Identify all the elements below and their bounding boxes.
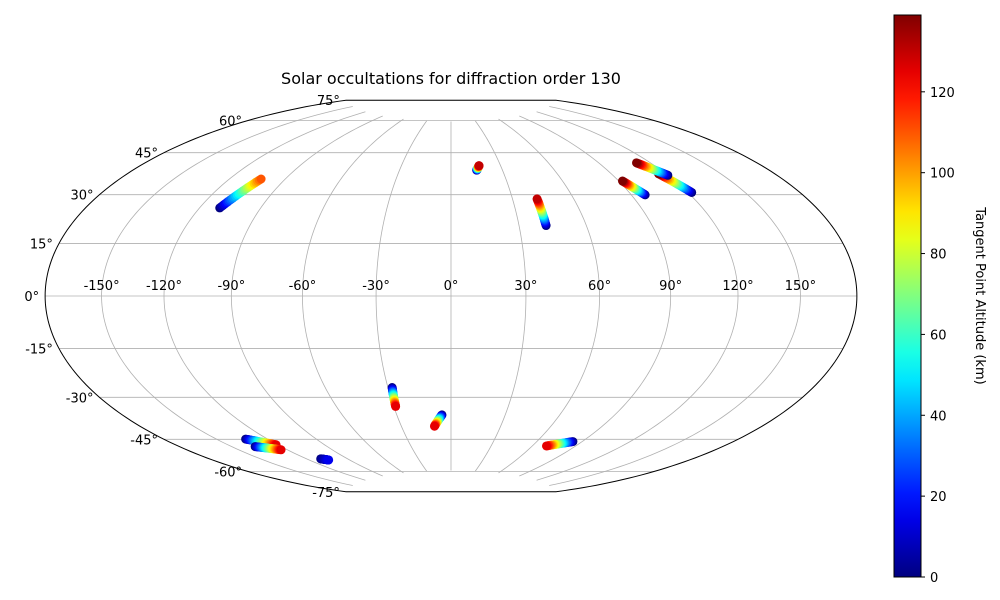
- longitude-tick-label: 60°: [588, 279, 611, 294]
- latitude-tick-label: 45°: [135, 147, 158, 162]
- latitude-tick-labels: 75° 60° 45° 30° 15° 0° -15° -30° -45° -60° -75°: [24, 94, 340, 501]
- colorbar-tick-label: 100: [930, 167, 955, 182]
- colorbar-tick-label: 120: [930, 86, 955, 101]
- latitude-tick-label: -45°: [130, 433, 158, 448]
- occultation-point: [532, 194, 542, 204]
- colorbar-label: Tangent Point Altitude (km): [972, 206, 987, 384]
- latitude-tick-label: 75°: [317, 94, 340, 109]
- colorbar-tick-label: 60: [930, 328, 947, 343]
- latitude-tick-label: -15°: [25, 342, 53, 357]
- latitude-tick-label: -30°: [66, 391, 94, 406]
- colorbar-tick-label: 0: [930, 571, 938, 586]
- chart-title: Solar occultations for diffraction order…: [281, 69, 621, 88]
- graticule: [45, 99, 857, 493]
- longitude-tick-label: 0°: [444, 279, 459, 294]
- occultation-point: [474, 161, 484, 171]
- occultation-point: [541, 441, 551, 451]
- latitude-tick-label: 60°: [219, 114, 242, 129]
- latitude-tick-label: 30°: [70, 189, 93, 204]
- longitude-tick-labels: -150° -120° -90° -60° -30° 0° 30° 60° 90° 120° 150…: [84, 279, 817, 294]
- longitude-tick-label: 120°: [722, 279, 753, 294]
- longitude-tick-label: -60°: [289, 279, 317, 294]
- colorbar-ticks: 0 20 40 60 80 100 120: [921, 86, 955, 586]
- longitude-tick-label: -90°: [217, 279, 245, 294]
- colorbar-tick-label: 40: [930, 409, 947, 424]
- latitude-tick-label: 0°: [24, 290, 39, 305]
- occultation-point: [618, 176, 627, 186]
- occultation-points: [215, 158, 697, 465]
- colorbar: [893, 14, 922, 578]
- longitude-tick-label: 90°: [659, 279, 682, 294]
- colorbar-tick-label: 80: [930, 248, 947, 263]
- occultation-point: [391, 401, 401, 411]
- map-frame: [44, 99, 858, 493]
- longitude-tick-label: 30°: [514, 279, 537, 294]
- longitude-tick-label: -150°: [84, 279, 120, 294]
- occultation-point: [276, 445, 286, 455]
- latitude-tick-label: 15°: [30, 238, 53, 253]
- occultation-point: [632, 158, 642, 168]
- longitude-tick-label: -120°: [146, 279, 182, 294]
- longitude-tick-label: -30°: [362, 279, 390, 294]
- occultation-point: [324, 455, 334, 465]
- latitude-tick-label: -75°: [312, 486, 340, 501]
- occultation-point: [256, 174, 266, 184]
- occultation-point: [429, 421, 439, 431]
- latitude-tick-label: -60°: [214, 466, 242, 481]
- colorbar-tick-label: 20: [930, 490, 947, 505]
- longitude-tick-label: 150°: [785, 279, 816, 294]
